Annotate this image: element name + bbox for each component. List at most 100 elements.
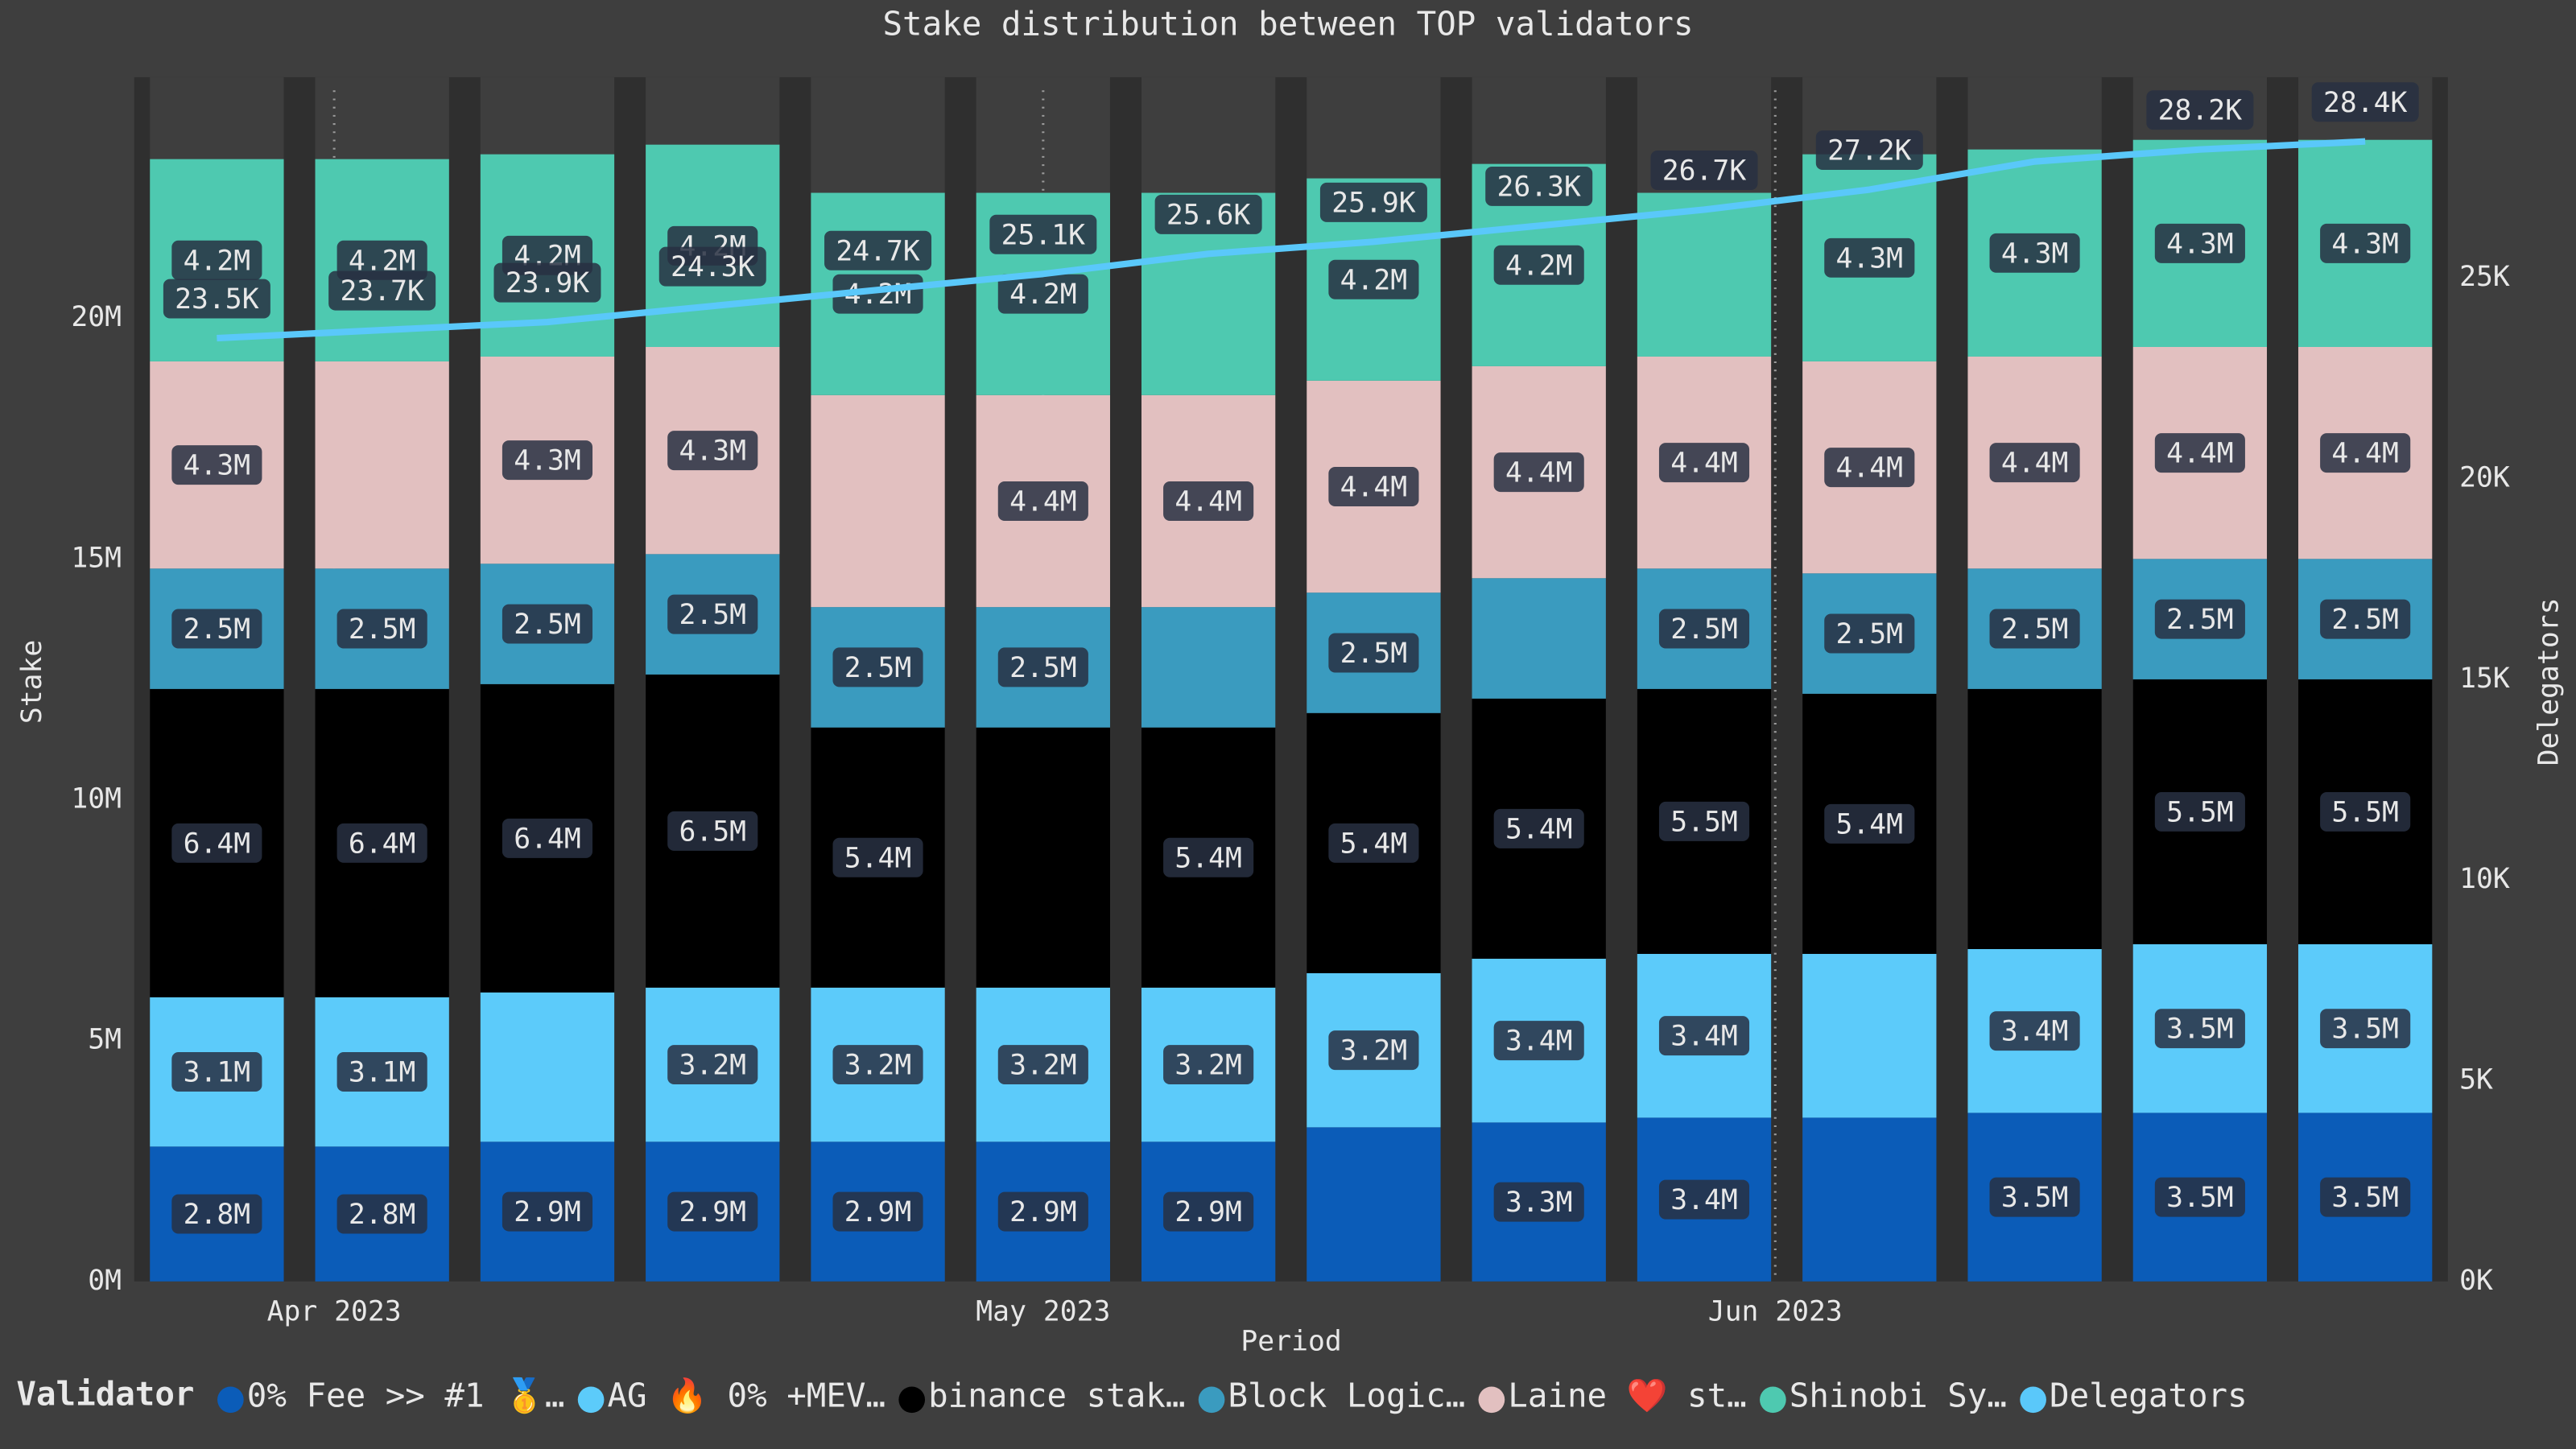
- x-tick-label: Jun 2023: [1708, 1296, 1843, 1328]
- data-label: 3.5M: [2320, 1009, 2411, 1049]
- y2-axis-title: Delegators: [2533, 598, 2565, 766]
- data-label-box: [1328, 1030, 1419, 1071]
- chart-title: Stake distribution between TOP validator…: [882, 5, 1693, 43]
- data-label-box: [2154, 223, 2245, 263]
- data-label: 24.7K: [824, 230, 932, 270]
- data-label-box: [832, 274, 923, 314]
- y-axis-title: Stake: [16, 640, 48, 724]
- data-label: 4.4M: [997, 481, 1088, 521]
- data-label: 6.4M: [502, 818, 593, 858]
- data-label-text: 4.3M: [2331, 228, 2399, 260]
- data-label: 2.5M: [502, 604, 593, 644]
- data-label: 2.5M: [832, 647, 923, 687]
- x-tick-label: May 2023: [976, 1296, 1110, 1328]
- data-label-box: [2154, 1177, 2245, 1217]
- data-label-box: [832, 1045, 923, 1085]
- data-label-text: 4.4M: [2001, 448, 2069, 480]
- data-label-text: 4.3M: [184, 450, 251, 482]
- data-label-text: 4.3M: [1836, 242, 1904, 275]
- data-label-text: 4.4M: [2166, 438, 2234, 470]
- y-tick-label: 0M: [88, 1265, 122, 1297]
- data-label-text: 25.6K: [1166, 199, 1251, 231]
- data-label: 2.5M: [171, 609, 262, 649]
- data-label-text: 5.5M: [2331, 796, 2399, 828]
- data-label: 6.4M: [336, 823, 427, 863]
- data-label: 5.4M: [832, 837, 923, 877]
- data-label-box: [1493, 245, 1584, 285]
- data-label-text: 4.2M: [184, 245, 251, 277]
- data-label-text: 3.5M: [2166, 1182, 2234, 1214]
- data-label: 25.1K: [989, 214, 1097, 254]
- y-tick-label: 10M: [71, 782, 122, 815]
- data-label-text: 26.7K: [1662, 155, 1747, 188]
- data-label-box: [1824, 237, 1915, 278]
- data-label: 4.4M: [1493, 452, 1584, 493]
- data-label-box: [2320, 791, 2411, 832]
- y-tick-label: 15M: [71, 542, 122, 574]
- data-label: 4.3M: [1989, 233, 2080, 273]
- data-label-box: [336, 609, 427, 649]
- data-label-box: [667, 431, 758, 471]
- data-label: 3.4M: [1658, 1016, 1750, 1056]
- data-label: 2.5M: [1824, 613, 1915, 654]
- data-label-box: [1989, 609, 2080, 649]
- data-label-text: 2.8M: [349, 1199, 416, 1231]
- x-axis-title: Period: [1241, 1325, 1341, 1357]
- data-label-box: [997, 647, 1088, 687]
- data-label-box: [667, 1045, 758, 1085]
- data-label-text: 5.5M: [1670, 806, 1738, 838]
- data-label-box: [1328, 633, 1419, 673]
- bar-segment: [1472, 578, 1606, 699]
- data-label-box: [336, 240, 427, 280]
- data-label-text: 4.4M: [1009, 486, 1077, 518]
- data-label: 3.4M: [1658, 1179, 1750, 1220]
- data-label-text: 3.2M: [1009, 1050, 1077, 1082]
- data-label-box: [2154, 433, 2245, 473]
- legend-title: Validator: [16, 1375, 194, 1414]
- data-label: 3.2M: [997, 1045, 1088, 1085]
- y-tick-label: 20M: [71, 301, 122, 333]
- bar-segment: [1967, 688, 2102, 949]
- data-label: 4.4M: [1658, 443, 1750, 483]
- data-label-text: 3.2M: [1174, 1050, 1242, 1082]
- legend-label: Block Logic…: [1228, 1377, 1465, 1415]
- data-label: 26.7K: [1650, 151, 1758, 190]
- data-label-box: [667, 594, 758, 634]
- data-label: 4.3M: [2154, 223, 2245, 263]
- data-label-box: [502, 604, 593, 644]
- bar-segment: [480, 992, 615, 1142]
- data-label-text: 2.9M: [844, 1196, 912, 1228]
- data-label: 4.2M: [997, 274, 1088, 314]
- data-label: 3.2M: [832, 1045, 923, 1085]
- data-label-text: 5.4M: [1505, 813, 1573, 845]
- data-label-box: [1328, 467, 1419, 507]
- data-label-text: 4.2M: [1340, 264, 1408, 296]
- data-label-text: 4.4M: [2331, 438, 2399, 470]
- data-label-text: 2.5M: [349, 613, 416, 646]
- bar-segment: [1637, 192, 1772, 357]
- data-label: 2.9M: [502, 1191, 593, 1232]
- data-label-box: [1824, 613, 1915, 654]
- data-label-text: 5.4M: [1836, 808, 1904, 840]
- data-label-text: 2.5M: [844, 652, 912, 684]
- data-label: 2.5M: [667, 594, 758, 634]
- data-label: 2.9M: [997, 1191, 1088, 1232]
- data-label-box: [336, 1194, 427, 1234]
- bar-segment: [1802, 953, 1937, 1118]
- data-label: 3.1M: [336, 1052, 427, 1092]
- data-label: 5.5M: [1658, 801, 1750, 841]
- data-label-text: 4.3M: [2001, 237, 2069, 270]
- labels: 2.8M 2.8M 2.9M 2.9M 2.9M 2.9M 2.9M 3.3M 3.4M 3.5M…: [163, 82, 2419, 1234]
- y2-tick-label: 20K: [2459, 462, 2510, 494]
- y-tick-label: 5M: [88, 1024, 122, 1056]
- data-label-box: [1493, 808, 1584, 848]
- data-label: 4.4M: [1328, 467, 1419, 507]
- data-label-text: 25.1K: [1001, 219, 1086, 251]
- legend-label: Shinobi Sy…: [1790, 1377, 2007, 1415]
- data-label-box: [171, 445, 262, 485]
- data-label-text: 2.5M: [2166, 604, 2234, 636]
- data-label-box: [1658, 609, 1750, 649]
- data-label: 2.8M: [171, 1194, 262, 1234]
- data-label: 4.3M: [2320, 223, 2411, 263]
